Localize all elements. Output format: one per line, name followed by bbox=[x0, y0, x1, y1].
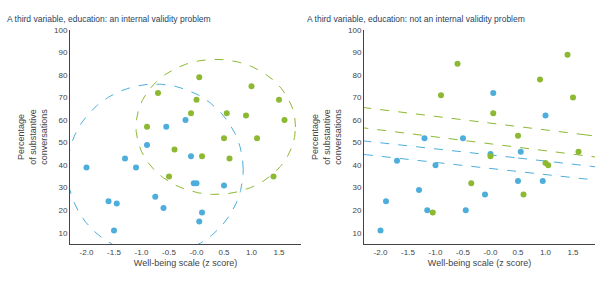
svg-text:-1.0: -1.0 bbox=[135, 248, 149, 257]
svg-text:50: 50 bbox=[58, 138, 67, 147]
svg-text:1.5: 1.5 bbox=[273, 248, 285, 257]
svg-text:-1.5: -1.5 bbox=[107, 248, 121, 257]
svg-text:100: 100 bbox=[54, 26, 68, 35]
svg-text:Percentageof substantiveconver: Percentageof substantiveconversations bbox=[16, 109, 49, 165]
svg-text:0.5: 0.5 bbox=[218, 248, 230, 257]
svg-text:100: 100 bbox=[348, 26, 362, 35]
svg-text:-1.5: -1.5 bbox=[401, 248, 415, 257]
svg-text:-0.5: -0.5 bbox=[456, 248, 470, 257]
svg-text:90: 90 bbox=[58, 48, 67, 57]
svg-text:-2.0: -2.0 bbox=[80, 248, 94, 257]
svg-text:80: 80 bbox=[352, 71, 361, 80]
svg-text:1.5: 1.5 bbox=[567, 248, 579, 257]
svg-text:1.0: 1.0 bbox=[540, 248, 552, 257]
svg-text:-0.0: -0.0 bbox=[484, 248, 498, 257]
svg-text:30: 30 bbox=[58, 183, 67, 192]
svg-text:40: 40 bbox=[352, 161, 361, 170]
svg-text:90: 90 bbox=[352, 48, 361, 57]
svg-text:40: 40 bbox=[58, 161, 67, 170]
svg-text:-0.0: -0.0 bbox=[190, 248, 204, 257]
svg-text:Well-being scale (z score): Well-being scale (z score) bbox=[134, 258, 237, 268]
svg-text:70: 70 bbox=[58, 93, 67, 102]
svg-text:70: 70 bbox=[352, 93, 361, 102]
svg-text:0.5: 0.5 bbox=[512, 248, 524, 257]
svg-text:50: 50 bbox=[352, 138, 361, 147]
svg-text:-1.0: -1.0 bbox=[429, 248, 443, 257]
svg-text:10: 10 bbox=[58, 229, 67, 238]
svg-text:-2.0: -2.0 bbox=[374, 248, 388, 257]
svg-text:10: 10 bbox=[352, 229, 361, 238]
svg-text:Well-being scale (z score): Well-being scale (z score) bbox=[428, 258, 531, 268]
svg-text:A third variable, education: a: A third variable, education: an internal… bbox=[7, 14, 211, 24]
svg-text:20: 20 bbox=[352, 206, 361, 215]
svg-text:A third variable, education: n: A third variable, education: not an inte… bbox=[307, 14, 525, 24]
svg-text:60: 60 bbox=[352, 116, 361, 125]
svg-text:60: 60 bbox=[58, 116, 67, 125]
svg-text:20: 20 bbox=[58, 206, 67, 215]
svg-text:-0.5: -0.5 bbox=[162, 248, 176, 257]
svg-text:80: 80 bbox=[58, 71, 67, 80]
svg-text:30: 30 bbox=[352, 183, 361, 192]
svg-text:Percentageof substantiveconver: Percentageof substantiveconversations bbox=[310, 109, 343, 165]
svg-text:1.0: 1.0 bbox=[246, 248, 258, 257]
